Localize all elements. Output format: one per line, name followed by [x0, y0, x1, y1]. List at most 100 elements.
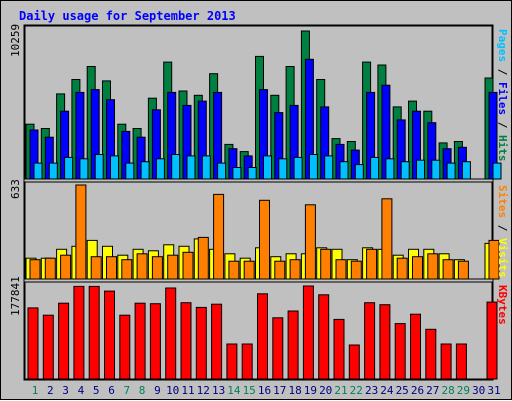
bar-pages-18	[293, 156, 303, 180]
bar-kbytes-9	[149, 303, 161, 380]
bar-kbytes-3	[58, 302, 70, 380]
legend-label-pages: Pages	[496, 29, 509, 62]
bar-sites-22	[350, 260, 362, 280]
bar-sites-4	[75, 184, 87, 280]
bar-kbytes-4	[73, 285, 85, 380]
x-tick-18: 18	[288, 384, 301, 397]
x-tick-22: 22	[350, 384, 363, 397]
bar-kbytes-20	[318, 294, 330, 380]
bar-kbytes-22	[348, 344, 360, 380]
bar-kbytes-16	[257, 293, 268, 380]
bar-sites-21	[335, 259, 347, 280]
x-tick-3: 3	[62, 384, 69, 397]
x-tick-19: 19	[304, 384, 317, 397]
bar-kbytes-28	[440, 343, 452, 380]
x-tick-28: 28	[441, 384, 454, 397]
x-tick-25: 25	[396, 384, 409, 397]
legend-kbytes: KBytes	[496, 285, 509, 325]
x-tick-2: 2	[47, 384, 54, 397]
bar-pages-2	[48, 162, 58, 180]
bar-pages-31	[492, 162, 502, 180]
bar-sites-18	[289, 259, 301, 280]
bar-kbytes-29	[455, 343, 467, 380]
legend-label-: /	[496, 115, 509, 135]
bar-sites-10	[167, 254, 179, 280]
bar-kbytes-13	[211, 303, 223, 380]
x-tick-20: 20	[319, 384, 332, 397]
bar-sites-2	[44, 257, 56, 280]
bar-pages-19	[308, 154, 318, 180]
bar-sites-27	[427, 253, 439, 280]
bar-kbytes-6	[104, 290, 115, 380]
bar-pages-13	[217, 162, 227, 180]
bar-sites-26	[412, 256, 423, 280]
x-tick-10: 10	[166, 384, 179, 397]
bar-pages-27	[431, 159, 441, 180]
bar-pages-16	[263, 155, 272, 180]
bar-kbytes-17	[272, 317, 284, 380]
bar-kbytes-7	[119, 314, 131, 380]
bar-kbytes-15	[241, 343, 253, 380]
bar-pages-9	[155, 158, 165, 180]
x-tick-30: 30	[472, 384, 485, 397]
x-tick-29: 29	[457, 384, 470, 397]
legend-label-sites: Sites	[496, 185, 509, 218]
x-tick-17: 17	[273, 384, 286, 397]
bar-kbytes-5	[88, 285, 100, 380]
bar-sites-24	[381, 198, 393, 280]
bar-kbytes-24	[379, 304, 391, 380]
bar-kbytes-25	[394, 323, 406, 380]
bar-pages-21	[339, 161, 349, 180]
bar-sites-3	[60, 254, 72, 280]
x-tick-14: 14	[227, 384, 241, 397]
x-tick-27: 27	[426, 384, 439, 397]
bar-pages-3	[64, 156, 74, 180]
bar-pages-26	[416, 159, 425, 180]
x-tick-5: 5	[93, 384, 100, 397]
bar-pages-4	[79, 158, 89, 180]
max-label-hits-files-pages: 10259	[9, 24, 22, 57]
bar-pages-20	[324, 155, 334, 180]
bar-pages-24	[385, 158, 395, 180]
bar-sites-7	[121, 259, 133, 280]
bar-sites-5	[90, 256, 102, 280]
x-tick-23: 23	[365, 384, 378, 397]
x-tick-16: 16	[258, 384, 271, 397]
x-tick-11: 11	[181, 384, 194, 397]
bar-sites-15	[243, 260, 255, 280]
bar-sites-14	[228, 260, 240, 280]
bar-kbytes-12	[195, 306, 207, 380]
bar-pages-28	[446, 162, 456, 180]
legend-hits-files-pages: Pages / Files / Hits	[496, 29, 509, 162]
bar-pages-5	[94, 154, 104, 180]
bar-pages-8	[140, 161, 150, 180]
x-tick-4: 4	[78, 384, 85, 397]
legend-label-: /	[496, 218, 509, 238]
x-tick-21: 21	[334, 384, 347, 397]
bar-sites-29	[457, 260, 469, 280]
x-tick-12: 12	[197, 384, 210, 397]
legend-label-: /	[496, 62, 509, 82]
bar-kbytes-19	[302, 285, 314, 380]
bar-pages-6	[110, 155, 119, 180]
x-tick-15: 15	[243, 384, 256, 397]
x-tick-1: 1	[32, 384, 39, 397]
bar-pages-25	[400, 161, 410, 180]
bar-kbytes-23	[364, 302, 376, 380]
legend-label-hits: Hits	[496, 135, 509, 162]
bar-kbytes-27	[425, 328, 437, 380]
bar-pages-11	[186, 155, 196, 180]
bar-sites-23	[366, 248, 378, 280]
x-tick-8: 8	[139, 384, 146, 397]
x-tick-13: 13	[212, 384, 225, 397]
bar-pages-14	[232, 167, 242, 180]
bar-pages-23	[370, 156, 380, 180]
legend-label-visits: Visits	[496, 238, 509, 278]
bar-sites-12	[197, 236, 209, 280]
bar-kbytes-18	[287, 310, 299, 380]
bar-sites-28	[442, 259, 454, 280]
bar-sites-6	[106, 256, 117, 280]
bar-kbytes-2	[42, 314, 54, 380]
